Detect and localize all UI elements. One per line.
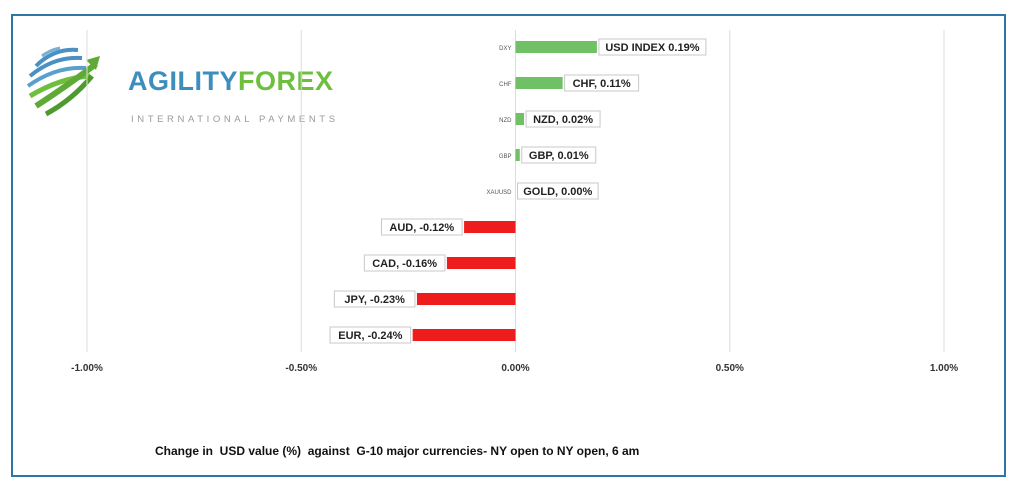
data-label: EUR, -0.24%: [338, 330, 402, 342]
data-label: GOLD, 0.00%: [523, 186, 592, 198]
x-tick-label: -1.00%: [71, 363, 103, 374]
category-label: DXY: [499, 46, 511, 52]
data-label: CAD, -0.16%: [372, 258, 437, 270]
data-label: USD INDEX 0.19%: [605, 42, 699, 54]
chart-frame: [11, 14, 1006, 477]
data-label-box: [380, 218, 463, 236]
agilityforex-logo: AGILITYFOREX INTERNATIONAL PAYMENTS: [20, 26, 335, 125]
logo-word-agility: AGILITY: [128, 66, 238, 96]
bar: [412, 329, 516, 341]
data-label-box: [363, 254, 446, 272]
data-label: NZD, 0.02%: [533, 114, 593, 126]
category-label: XAUUSD: [486, 190, 512, 196]
bar: [515, 41, 597, 53]
x-tick-label: 0.50%: [716, 363, 744, 374]
category-label: GBP: [499, 154, 512, 160]
x-tick-label: -0.50%: [285, 363, 317, 374]
bar: [446, 257, 516, 269]
data-label: JPY, -0.23%: [344, 294, 405, 306]
data-label-box: [525, 110, 601, 128]
x-tick-label: 1.00%: [930, 363, 958, 374]
chart-caption: Change in USD value (%) against G-10 maj…: [155, 444, 640, 458]
globe-swoosh-icon: [26, 46, 100, 117]
data-label-box: [598, 38, 707, 56]
logo-tagline: INTERNATIONAL PAYMENTS: [131, 114, 339, 125]
category-label: NZD: [499, 118, 512, 124]
x-tick-label: 0.00%: [501, 363, 529, 374]
data-label-box: [521, 146, 597, 164]
data-label-box: [517, 182, 599, 200]
bar: [416, 293, 516, 305]
bar: [464, 221, 516, 233]
logo-wordmark: AGILITYFOREX: [128, 66, 334, 97]
data-label-box: [564, 74, 640, 92]
category-label: CHF: [499, 82, 512, 88]
bar: [515, 113, 525, 125]
data-label: GBP, 0.01%: [529, 150, 589, 162]
data-label: CHF, 0.11%: [573, 78, 631, 90]
data-label: AUD, -0.12%: [389, 222, 454, 234]
bar: [515, 77, 563, 89]
bar: [515, 149, 520, 161]
data-label-box: [333, 290, 416, 308]
logo-word-forex: FOREX: [238, 66, 334, 96]
data-label-box: [329, 326, 412, 344]
